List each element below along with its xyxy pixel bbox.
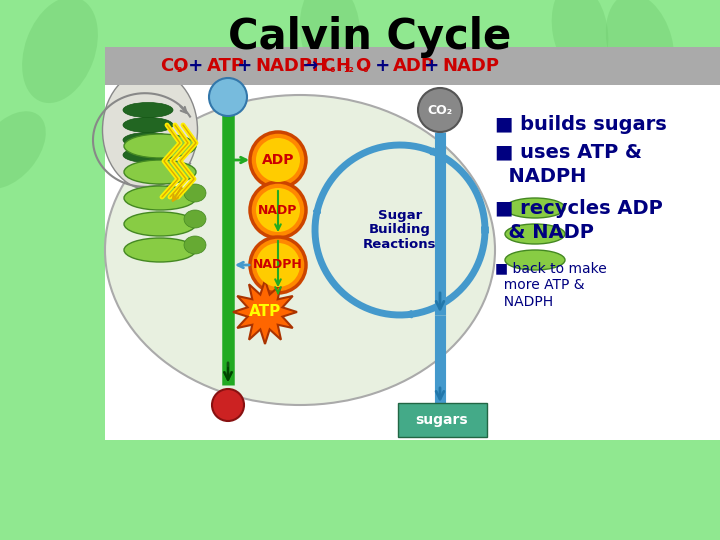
Text: NADPH: NADPH: [256, 57, 328, 75]
Ellipse shape: [606, 0, 674, 97]
Text: NADP: NADP: [258, 204, 297, 217]
Ellipse shape: [22, 0, 98, 103]
Circle shape: [256, 188, 300, 232]
Text: & NADP: & NADP: [495, 224, 594, 242]
Ellipse shape: [505, 250, 565, 270]
Text: ₂: ₂: [176, 63, 181, 76]
Text: ₁₂: ₁₂: [343, 63, 354, 76]
Text: NADPH: NADPH: [495, 167, 586, 186]
Text: +: +: [369, 57, 396, 75]
Ellipse shape: [124, 134, 196, 158]
Ellipse shape: [105, 95, 495, 405]
Text: H: H: [335, 57, 350, 75]
Text: +: +: [231, 57, 258, 75]
Circle shape: [250, 182, 306, 238]
Text: ATP: ATP: [207, 57, 245, 75]
Ellipse shape: [123, 132, 173, 147]
Text: C: C: [321, 57, 335, 75]
Ellipse shape: [0, 111, 46, 189]
Ellipse shape: [102, 70, 197, 190]
Text: NADPH: NADPH: [253, 259, 303, 272]
Text: ATP: ATP: [249, 305, 281, 320]
Ellipse shape: [123, 147, 173, 163]
Text: NADPH: NADPH: [495, 295, 553, 309]
Text: Calvin Cycle: Calvin Cycle: [228, 16, 512, 58]
Ellipse shape: [184, 236, 206, 254]
Circle shape: [209, 78, 247, 116]
Text: ADP: ADP: [393, 57, 435, 75]
Circle shape: [418, 88, 462, 132]
Text: ■ uses ATP &: ■ uses ATP &: [495, 143, 642, 161]
Circle shape: [212, 389, 244, 421]
Ellipse shape: [124, 160, 196, 184]
Text: CO: CO: [160, 57, 189, 75]
Ellipse shape: [124, 238, 196, 262]
Ellipse shape: [505, 224, 565, 244]
Ellipse shape: [652, 124, 719, 197]
Circle shape: [256, 243, 300, 287]
Text: sugars: sugars: [415, 413, 468, 427]
Text: ■ back to make: ■ back to make: [495, 261, 607, 275]
Text: O: O: [355, 57, 370, 75]
FancyBboxPatch shape: [105, 85, 720, 440]
Ellipse shape: [552, 0, 608, 77]
Text: ■ recycles ADP: ■ recycles ADP: [495, 199, 662, 218]
Text: +: +: [418, 57, 445, 75]
Text: ADP: ADP: [262, 153, 294, 167]
Circle shape: [250, 237, 306, 293]
Ellipse shape: [300, 0, 360, 80]
Ellipse shape: [123, 103, 173, 118]
Text: →: →: [297, 57, 324, 75]
Text: ₆: ₆: [330, 63, 335, 76]
Ellipse shape: [123, 118, 173, 132]
Ellipse shape: [184, 184, 206, 202]
Text: CO₂: CO₂: [428, 104, 453, 117]
Text: ₆: ₆: [363, 63, 369, 76]
Ellipse shape: [505, 198, 565, 218]
Text: Sugar
Building
Reactions: Sugar Building Reactions: [364, 208, 437, 252]
Ellipse shape: [184, 210, 206, 228]
FancyBboxPatch shape: [398, 403, 487, 437]
Polygon shape: [233, 280, 297, 344]
Circle shape: [256, 138, 300, 182]
Circle shape: [250, 132, 306, 188]
Ellipse shape: [124, 212, 196, 236]
Text: more ATP &: more ATP &: [495, 278, 585, 292]
Text: +: +: [182, 57, 210, 75]
FancyBboxPatch shape: [105, 47, 720, 85]
Ellipse shape: [124, 186, 196, 210]
Text: ■ builds sugars: ■ builds sugars: [495, 116, 667, 134]
Text: NADP: NADP: [442, 57, 499, 75]
